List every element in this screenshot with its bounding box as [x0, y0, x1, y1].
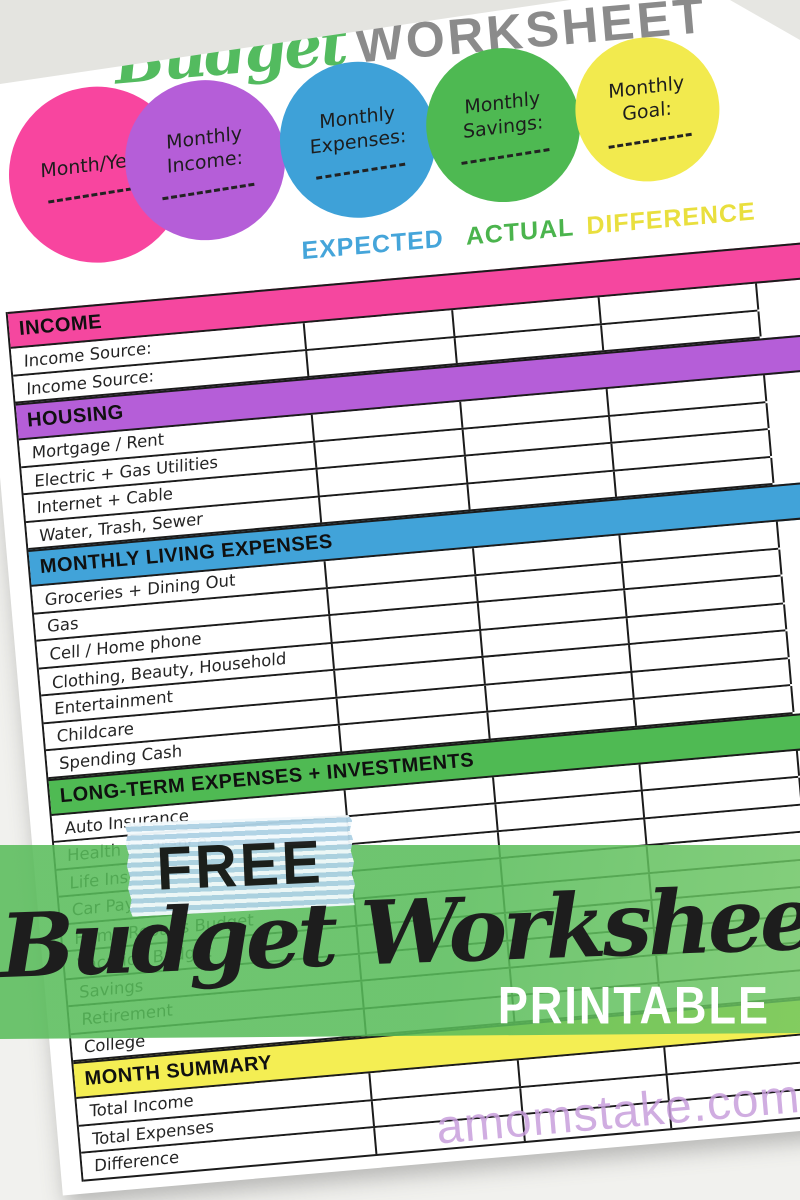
circle-label: Monthly Savings: [462, 87, 544, 143]
circle-label: Monthly Expenses: [308, 101, 407, 159]
blank-line [315, 162, 406, 180]
blank-line [461, 148, 551, 166]
blank-line [608, 133, 692, 150]
column-header-expected: EXPECTED [301, 224, 445, 265]
budget-table: INCOME Income Source: Income Source: HOUSIN… [5, 230, 800, 1182]
promo-subtitle: PRINTABLE [497, 975, 770, 1036]
blank-line [161, 183, 254, 201]
column-header-actual: ACTUAL [465, 212, 575, 251]
circle-label: Monthly Income: [165, 122, 244, 178]
column-header-difference: DIFFERENCE [585, 196, 757, 240]
circle-label: Monthly Goal: [607, 71, 685, 126]
